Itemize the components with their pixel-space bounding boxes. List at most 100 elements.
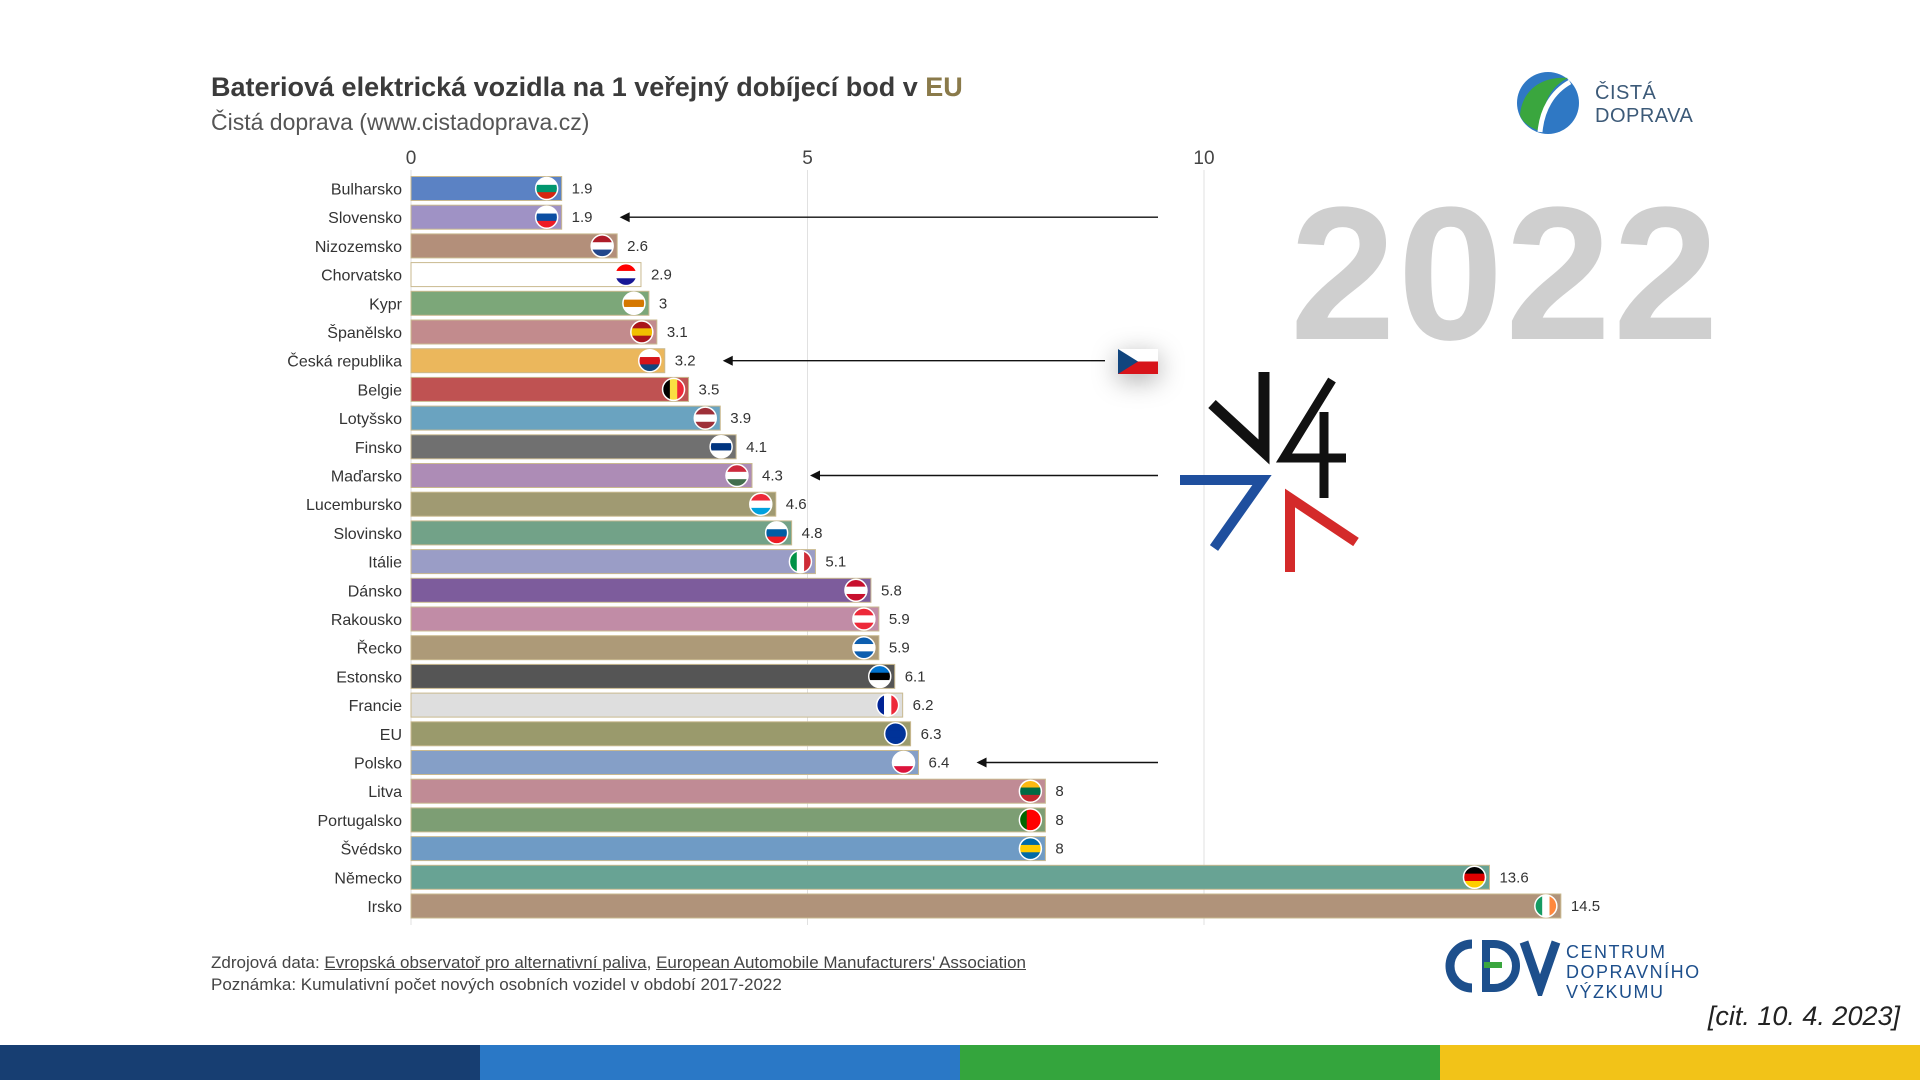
bar (410, 893, 1562, 919)
chart-bars: Bulharsko 1.9 Slovensko 1.9 Nizozemsko 2.6 Cho… (287, 176, 1600, 919)
y-category-label: Litva (368, 784, 402, 801)
y-category-label: Itálie (368, 555, 402, 572)
flag-icon (875, 693, 900, 717)
y-category-label: Dánsko (348, 583, 402, 600)
y-category-label: Polsko (354, 756, 402, 773)
y-category-label: Švédsko (341, 840, 402, 859)
y-category-label: Irsko (367, 899, 402, 916)
y-category-label: Finsko (355, 440, 402, 457)
flag-icon (1018, 808, 1043, 832)
bar-value-label: 3.5 (699, 381, 720, 398)
bar-row: Lotyšsko 3.9 (339, 405, 751, 431)
flag-icon (534, 205, 559, 229)
stripe-yellow (1440, 1045, 1920, 1080)
flag-icon (534, 176, 559, 201)
bar (410, 778, 1046, 804)
y-category-label: EU (380, 727, 402, 744)
bar (410, 864, 1490, 890)
note-line: Poznámka: Kumulativní počet nových osobn… (211, 975, 782, 994)
flag-icon (852, 607, 876, 631)
bar-value-label: 8 (1055, 841, 1063, 858)
bar-value-label: 5.1 (825, 554, 846, 571)
bar-row: Španělsko 3.1 (327, 319, 688, 345)
bar-value-label: 4.3 (762, 468, 783, 485)
bar-row: Česká republika 3.2 (287, 348, 696, 374)
bar-value-label: 2.6 (627, 238, 648, 255)
bar-row: Bulharsko 1.9 (331, 176, 593, 201)
bar-row: Švédsko 8 (341, 836, 1064, 862)
bar-value-label: 1.9 (572, 181, 593, 198)
bar (410, 405, 721, 431)
bar-value-label: 5.9 (889, 640, 910, 657)
bar (410, 262, 642, 288)
bar-value-label: 8 (1055, 812, 1063, 829)
bar-value-label: 5.9 (889, 611, 910, 628)
bar-value-label: 3.1 (667, 324, 688, 341)
highlight-arrow-head (722, 355, 733, 366)
source-link-acea[interactable]: European Automobile Manufacturers' Assoc… (656, 953, 1027, 972)
flag-icon (630, 320, 654, 344)
flag-icon (1534, 894, 1558, 918)
bar-row: Finsko 4.1 (355, 434, 767, 460)
y-category-label: Portugalsko (318, 813, 403, 830)
bar (410, 376, 690, 402)
flag-icon (1018, 836, 1043, 861)
y-category-label: Francie (349, 698, 402, 715)
bar-value-label: 3 (659, 295, 667, 312)
flag-icon (661, 377, 686, 402)
bar-row: Francie 6.2 (349, 692, 934, 718)
chart-title-eu: EU (925, 72, 963, 102)
chart-subtitle: Čistá doprava (www.cistadoprava.cz) (211, 109, 590, 135)
source-prefix: Zdrojová data: (211, 953, 325, 972)
visegrad-v4-logo (1180, 372, 1359, 572)
flag-icon (1018, 779, 1043, 803)
flag-icon (614, 262, 638, 287)
highlight-arrow-head (619, 212, 630, 223)
year-label: 2022 (1290, 168, 1721, 380)
bar-value-label: 1.9 (572, 209, 593, 226)
y-category-label: Kypr (369, 296, 403, 313)
bar (410, 807, 1046, 833)
y-category-label: Slovinsko (334, 526, 403, 543)
source-link-afo[interactable]: Evropská observatoř pro alternativní pal… (324, 953, 647, 972)
bar-row: Řecko 5.9 (357, 635, 910, 661)
bar-row: Slovinsko 4.8 (334, 520, 822, 546)
bar-value-label: 4.1 (746, 439, 767, 456)
bar-value-label: 13.6 (1499, 869, 1528, 886)
bar-row: Estonsko 6.1 (336, 663, 926, 689)
bar-row: Německo 13.6 (334, 864, 1529, 890)
flag-icon (725, 463, 749, 488)
bar-row: Nizozemsko 2.6 (315, 233, 648, 259)
y-category-label: Lucembursko (306, 497, 402, 514)
bar (410, 836, 1046, 862)
flag-icon (1462, 865, 1487, 890)
bar (410, 750, 920, 775)
chart-footer: Zdrojová data: Evropská observatoř pro a… (211, 952, 1026, 996)
bar-row: Rakousko 5.9 (331, 606, 910, 632)
bar-row: Irsko 14.5 (367, 893, 1600, 919)
cdv-line3: VÝZKUMU (1566, 982, 1665, 1002)
bar (410, 319, 658, 345)
stripe-blue (480, 1045, 960, 1080)
y-category-label: Španělsko (327, 323, 402, 342)
flag-icon (867, 664, 892, 689)
y-category-label: Maďarsko (331, 469, 402, 486)
flag-icon (590, 234, 614, 258)
stripe-dark-blue (0, 1045, 480, 1080)
stripe-green (960, 1045, 1440, 1080)
bar-value-label: 6.3 (921, 726, 942, 743)
highlight-arrow-head (809, 470, 820, 481)
bar-value-label: 5.8 (881, 582, 902, 599)
x-tick-label: 5 (802, 148, 813, 169)
flag-icon (749, 492, 773, 516)
bar (410, 577, 872, 603)
bar-row: Belgie 3.5 (358, 376, 720, 402)
bar-row: Itálie 5.1 (368, 549, 846, 575)
y-category-label: Rakousko (331, 612, 402, 629)
bar-value-label: 6.1 (905, 668, 926, 685)
flag-icon (709, 435, 733, 459)
citation: [cit. 10. 4. 2023] (1707, 1001, 1900, 1031)
bar (410, 663, 896, 689)
source-separator: , (646, 953, 657, 972)
bar (410, 635, 880, 661)
